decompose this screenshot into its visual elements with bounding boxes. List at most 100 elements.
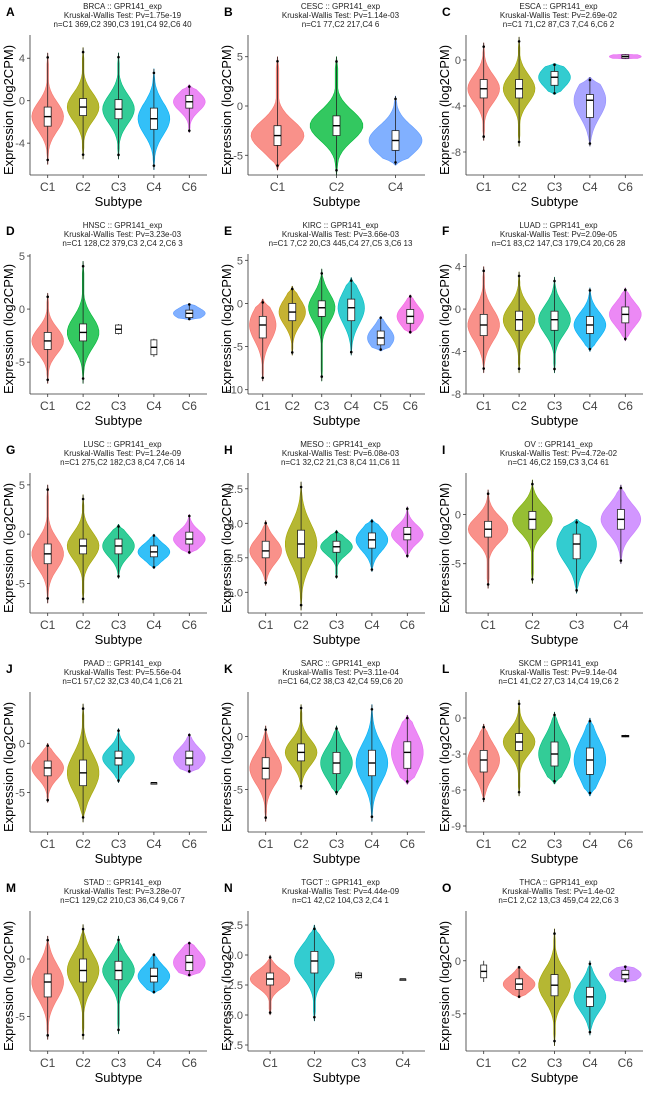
x-tick-label: C2: [329, 180, 345, 194]
outlier-point: [588, 1030, 592, 1034]
outlier-point: [117, 1028, 120, 1032]
outlier-point: [531, 577, 534, 581]
outlier-point: [482, 797, 485, 801]
x-axis-label: Subtype: [95, 851, 143, 866]
x-axis-label: Subtype: [95, 632, 143, 647]
outlier-point: [81, 927, 85, 931]
y-tick-label: 5: [237, 52, 243, 64]
outlier-point: [349, 279, 353, 282]
y-tick-label: 0: [455, 509, 461, 521]
x-axis-label: Subtype: [531, 413, 579, 428]
x-tick-label: C6: [618, 837, 634, 851]
y-tick-label: 0: [455, 713, 461, 725]
panel-title-1: STAD :: GPR141_exp: [84, 878, 162, 887]
y-tick-label: -4: [451, 101, 461, 113]
x-tick-label: C6: [182, 180, 198, 194]
outlier-point: [482, 269, 485, 273]
x-axis-label: Subtype: [313, 851, 361, 866]
panel-title-3: n=C1 57,C2 32,C3 40,C4 1,C6 21: [62, 677, 183, 686]
y-tick-label: -9: [451, 821, 461, 833]
y-tick-label: 0.0: [228, 518, 243, 530]
y-axis-label: Expression (log2CPM): [219, 702, 234, 832]
x-tick-label: C6: [182, 399, 198, 413]
x-tick-label: C2: [511, 399, 527, 413]
outlier-point: [406, 780, 409, 783]
x-axis-label: Subtype: [313, 632, 361, 647]
box-c4: [585, 94, 594, 118]
outlier-point: [349, 350, 353, 354]
y-axis-label: Expression (log2CPM): [219, 264, 234, 394]
x-axis-label: Subtype: [313, 1070, 361, 1085]
x-tick-label: C1: [258, 837, 274, 851]
outlier-point: [553, 367, 556, 371]
panel-title-3: n=C1 32,C2 21,C3 8,C4 11,C6 11: [281, 458, 401, 467]
outlier-point: [46, 488, 49, 491]
outlier-point: [117, 575, 120, 578]
box-c3: [572, 533, 581, 560]
panel-label: K: [224, 662, 233, 676]
panel-title-1: SARC :: GPR141_exp: [301, 659, 381, 668]
outlier-point: [268, 956, 272, 959]
x-tick-label: C3: [547, 399, 563, 413]
x-tick-label: C3: [329, 618, 345, 632]
y-tick-label: 5: [237, 255, 243, 267]
outlier-point: [588, 791, 592, 795]
panel-title-2: Kruskal-Wallis Test: Pv=6.08e-03: [282, 449, 400, 458]
x-tick-label: C1: [40, 837, 56, 851]
x-axis-label: Subtype: [531, 632, 579, 647]
outlier-point: [152, 565, 156, 569]
box-c4: [347, 298, 356, 322]
outlier-point: [482, 725, 485, 729]
outlier-point: [588, 719, 592, 723]
y-axis-label: Expression (log2CPM): [437, 921, 452, 1051]
box-c2: [528, 511, 537, 530]
y-tick-label: 0: [19, 96, 25, 108]
outlier-point: [553, 932, 556, 935]
y-tick-label: 4: [455, 262, 461, 274]
outlier-point: [320, 375, 324, 378]
x-tick-label: C1: [270, 180, 286, 194]
y-tick-label: 0: [19, 304, 25, 316]
outlier-point: [588, 142, 592, 145]
x-tick-label: C3: [111, 618, 127, 632]
outlier-point: [619, 486, 623, 490]
outlier-point: [575, 521, 578, 524]
y-tick-label: -5.0: [224, 1010, 243, 1022]
outlier-point: [264, 728, 267, 731]
panel-title-3: n=C1 42,C2 104,C3 2,C4 1: [292, 896, 389, 905]
y-tick-label: -8: [451, 389, 461, 401]
outlier-point: [335, 727, 338, 730]
y-tick-label: 0: [237, 101, 243, 113]
outlier-point: [553, 63, 556, 66]
x-tick-label: C6: [618, 399, 634, 413]
x-tick-label: C3: [314, 399, 330, 413]
outlier-point: [152, 990, 156, 994]
panel-title-1: CESC :: GPR141_exp: [301, 2, 381, 11]
outlier-point: [394, 161, 397, 164]
outlier-point: [370, 519, 374, 523]
outlier-point: [299, 706, 303, 710]
outlier-point: [482, 367, 485, 370]
x-tick-label: C4: [146, 837, 162, 851]
x-tick-label: C1: [40, 180, 56, 194]
panel-label: N: [224, 881, 233, 895]
panel-title-2: Kruskal-Wallis Test: Pv=1.14e-03: [282, 11, 400, 20]
x-tick-label: C4: [388, 180, 404, 194]
panel-title-2: Kruskal-Wallis Test: Pv=3.66e-03: [282, 230, 400, 239]
outlier-point: [188, 303, 191, 306]
x-tick-label: C6: [400, 837, 416, 851]
x-axis-label: Subtype: [531, 851, 579, 866]
x-tick-label: C4: [582, 837, 598, 851]
outlier-point: [276, 164, 279, 167]
outlier-point: [299, 784, 303, 788]
x-tick-label: C1: [476, 399, 492, 413]
x-tick-label: C3: [329, 837, 345, 851]
outlier-point: [335, 575, 338, 578]
outlier-point: [81, 264, 85, 268]
outlier-point: [320, 272, 324, 275]
x-tick-label: C3: [547, 837, 563, 851]
box-c1: [258, 315, 267, 339]
